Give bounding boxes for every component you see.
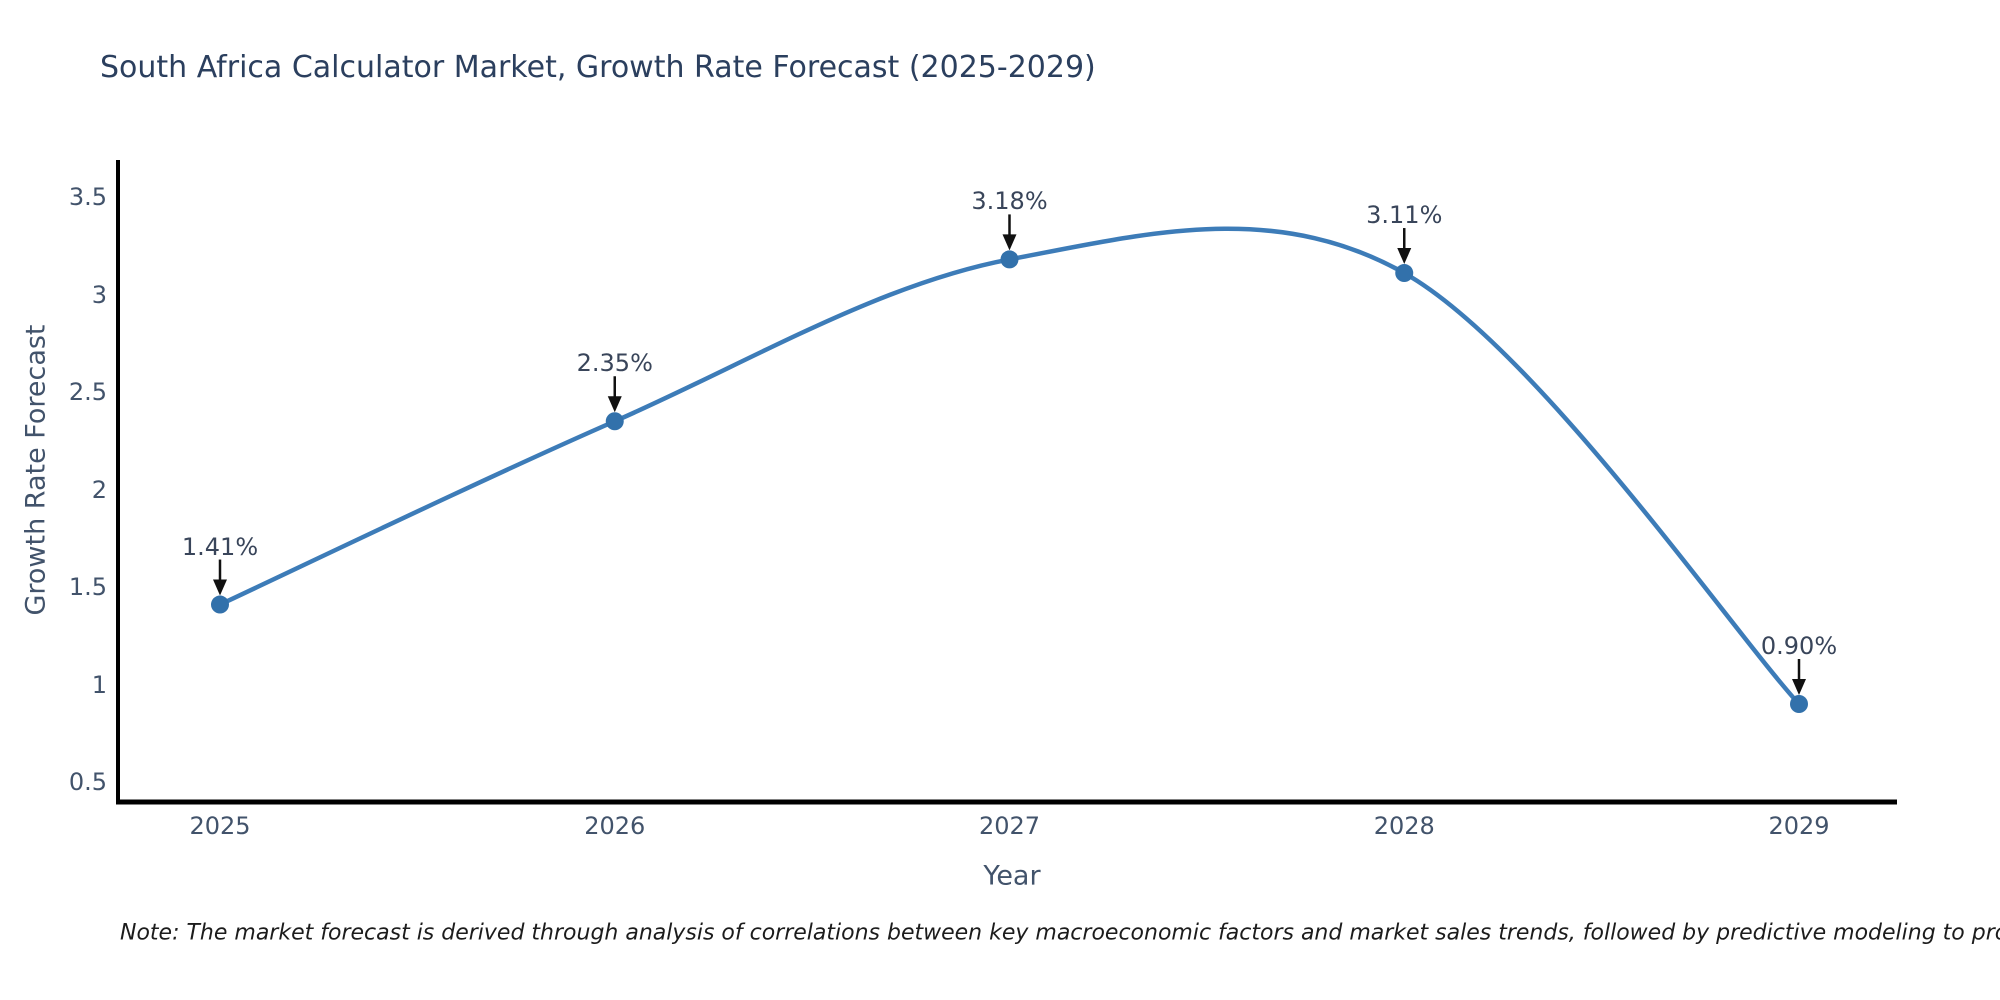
annotation-arrowhead-icon <box>1002 234 1017 251</box>
data-marker[interactable] <box>1395 264 1414 283</box>
point-annotation: 1.41% <box>181 532 259 561</box>
data-marker[interactable] <box>605 412 624 431</box>
annotation-arrowhead-icon <box>1792 679 1806 695</box>
point-annotation: 0.90% <box>1760 632 1838 660</box>
x-tick-label: 2028 <box>1373 812 1435 840</box>
markers-group <box>211 250 1808 713</box>
annotation-arrowhead-icon <box>1397 248 1412 265</box>
y-tick-label: 0.5 <box>68 768 107 796</box>
footnote: Note: The market forecast is derived thr… <box>120 920 2000 946</box>
trend-line <box>217 226 1802 707</box>
x-tick-label: 2025 <box>189 812 251 840</box>
y-tick-label: 1 <box>91 670 107 699</box>
y-tick-label: 3 <box>91 280 107 309</box>
data-marker[interactable] <box>1000 250 1019 269</box>
chart-title: South Africa Calculator Market, Growth R… <box>100 50 1096 85</box>
x-tick-label: 2029 <box>1768 812 1830 840</box>
y-axis-label: Growth Rate Forecast <box>20 324 52 616</box>
annotation-arrowhead-icon <box>213 579 227 596</box>
y-tick-label: 3.5 <box>68 183 107 211</box>
annotation-arrows-group <box>213 214 1806 695</box>
annotation-arrowhead-icon <box>607 396 622 413</box>
y-tick-label: 2.5 <box>68 378 107 406</box>
point-annotation: 2.35% <box>576 349 653 378</box>
x-tick-label: 2026 <box>584 812 646 840</box>
point-annotation: 3.11% <box>1366 201 1443 230</box>
x-axis-label: Year <box>983 860 1041 892</box>
x-tick-label: 2027 <box>978 812 1041 840</box>
y-tick-label: 1.5 <box>68 573 107 601</box>
data-marker[interactable] <box>1790 695 1808 713</box>
y-tick-label: 2 <box>91 475 107 504</box>
point-annotation: 3.18% <box>971 187 1048 216</box>
data-marker[interactable] <box>211 595 229 614</box>
